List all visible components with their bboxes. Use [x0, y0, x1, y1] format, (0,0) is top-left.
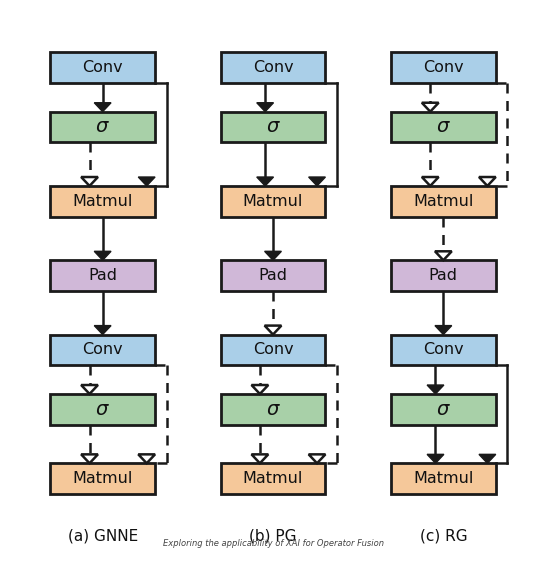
Text: (c) RG: (c) RG: [419, 528, 467, 543]
FancyBboxPatch shape: [391, 112, 496, 142]
Text: Matmul: Matmul: [243, 471, 303, 486]
FancyBboxPatch shape: [221, 186, 325, 217]
FancyBboxPatch shape: [391, 186, 496, 217]
Polygon shape: [252, 385, 268, 394]
Polygon shape: [479, 177, 496, 186]
Polygon shape: [308, 454, 325, 463]
Polygon shape: [81, 177, 98, 186]
Text: Pad: Pad: [88, 268, 117, 283]
Text: Conv: Conv: [82, 342, 123, 357]
FancyBboxPatch shape: [50, 186, 155, 217]
FancyBboxPatch shape: [391, 260, 496, 291]
Text: Conv: Conv: [423, 60, 464, 75]
Polygon shape: [422, 177, 438, 186]
Text: Conv: Conv: [423, 342, 464, 357]
Text: Pad: Pad: [258, 268, 288, 283]
Polygon shape: [265, 251, 281, 260]
Polygon shape: [479, 454, 496, 463]
FancyBboxPatch shape: [391, 335, 496, 365]
FancyBboxPatch shape: [221, 335, 325, 365]
FancyBboxPatch shape: [221, 463, 325, 494]
Text: $\sigma$: $\sigma$: [436, 118, 451, 136]
Polygon shape: [265, 325, 281, 335]
Text: Pad: Pad: [429, 268, 458, 283]
FancyBboxPatch shape: [50, 335, 155, 365]
Text: Conv: Conv: [253, 342, 293, 357]
FancyBboxPatch shape: [221, 394, 325, 424]
Text: $\sigma$: $\sigma$: [95, 400, 110, 419]
FancyBboxPatch shape: [221, 52, 325, 83]
FancyBboxPatch shape: [391, 394, 496, 424]
FancyBboxPatch shape: [221, 112, 325, 142]
Text: Conv: Conv: [253, 60, 293, 75]
Polygon shape: [308, 177, 325, 186]
Text: $\sigma$: $\sigma$: [95, 118, 110, 136]
Polygon shape: [138, 454, 155, 463]
Polygon shape: [252, 454, 268, 463]
Text: Exploring the applicability of XAI for Operator Fusion: Exploring the applicability of XAI for O…: [163, 538, 383, 547]
Text: Conv: Conv: [82, 60, 123, 75]
FancyBboxPatch shape: [50, 260, 155, 291]
Text: (a) GNNE: (a) GNNE: [68, 528, 138, 543]
FancyBboxPatch shape: [50, 112, 155, 142]
Polygon shape: [138, 177, 155, 186]
Text: Matmul: Matmul: [243, 194, 303, 209]
Polygon shape: [257, 103, 274, 112]
Polygon shape: [435, 325, 452, 335]
Polygon shape: [435, 251, 452, 260]
Polygon shape: [94, 103, 111, 112]
Polygon shape: [94, 325, 111, 335]
FancyBboxPatch shape: [221, 260, 325, 291]
Polygon shape: [257, 177, 274, 186]
Text: Matmul: Matmul: [73, 194, 133, 209]
Text: $\sigma$: $\sigma$: [265, 118, 281, 136]
Polygon shape: [427, 454, 444, 463]
FancyBboxPatch shape: [391, 463, 496, 494]
Text: Matmul: Matmul: [413, 471, 473, 486]
Polygon shape: [81, 454, 98, 463]
Polygon shape: [422, 103, 438, 112]
Text: $\sigma$: $\sigma$: [265, 400, 281, 419]
Polygon shape: [94, 251, 111, 260]
Text: Matmul: Matmul: [73, 471, 133, 486]
FancyBboxPatch shape: [50, 394, 155, 424]
Polygon shape: [81, 385, 98, 394]
Text: $\sigma$: $\sigma$: [436, 400, 451, 419]
FancyBboxPatch shape: [50, 52, 155, 83]
Text: (b) PG: (b) PG: [250, 528, 296, 543]
Polygon shape: [427, 385, 444, 394]
FancyBboxPatch shape: [50, 463, 155, 494]
Text: Matmul: Matmul: [413, 194, 473, 209]
FancyBboxPatch shape: [391, 52, 496, 83]
